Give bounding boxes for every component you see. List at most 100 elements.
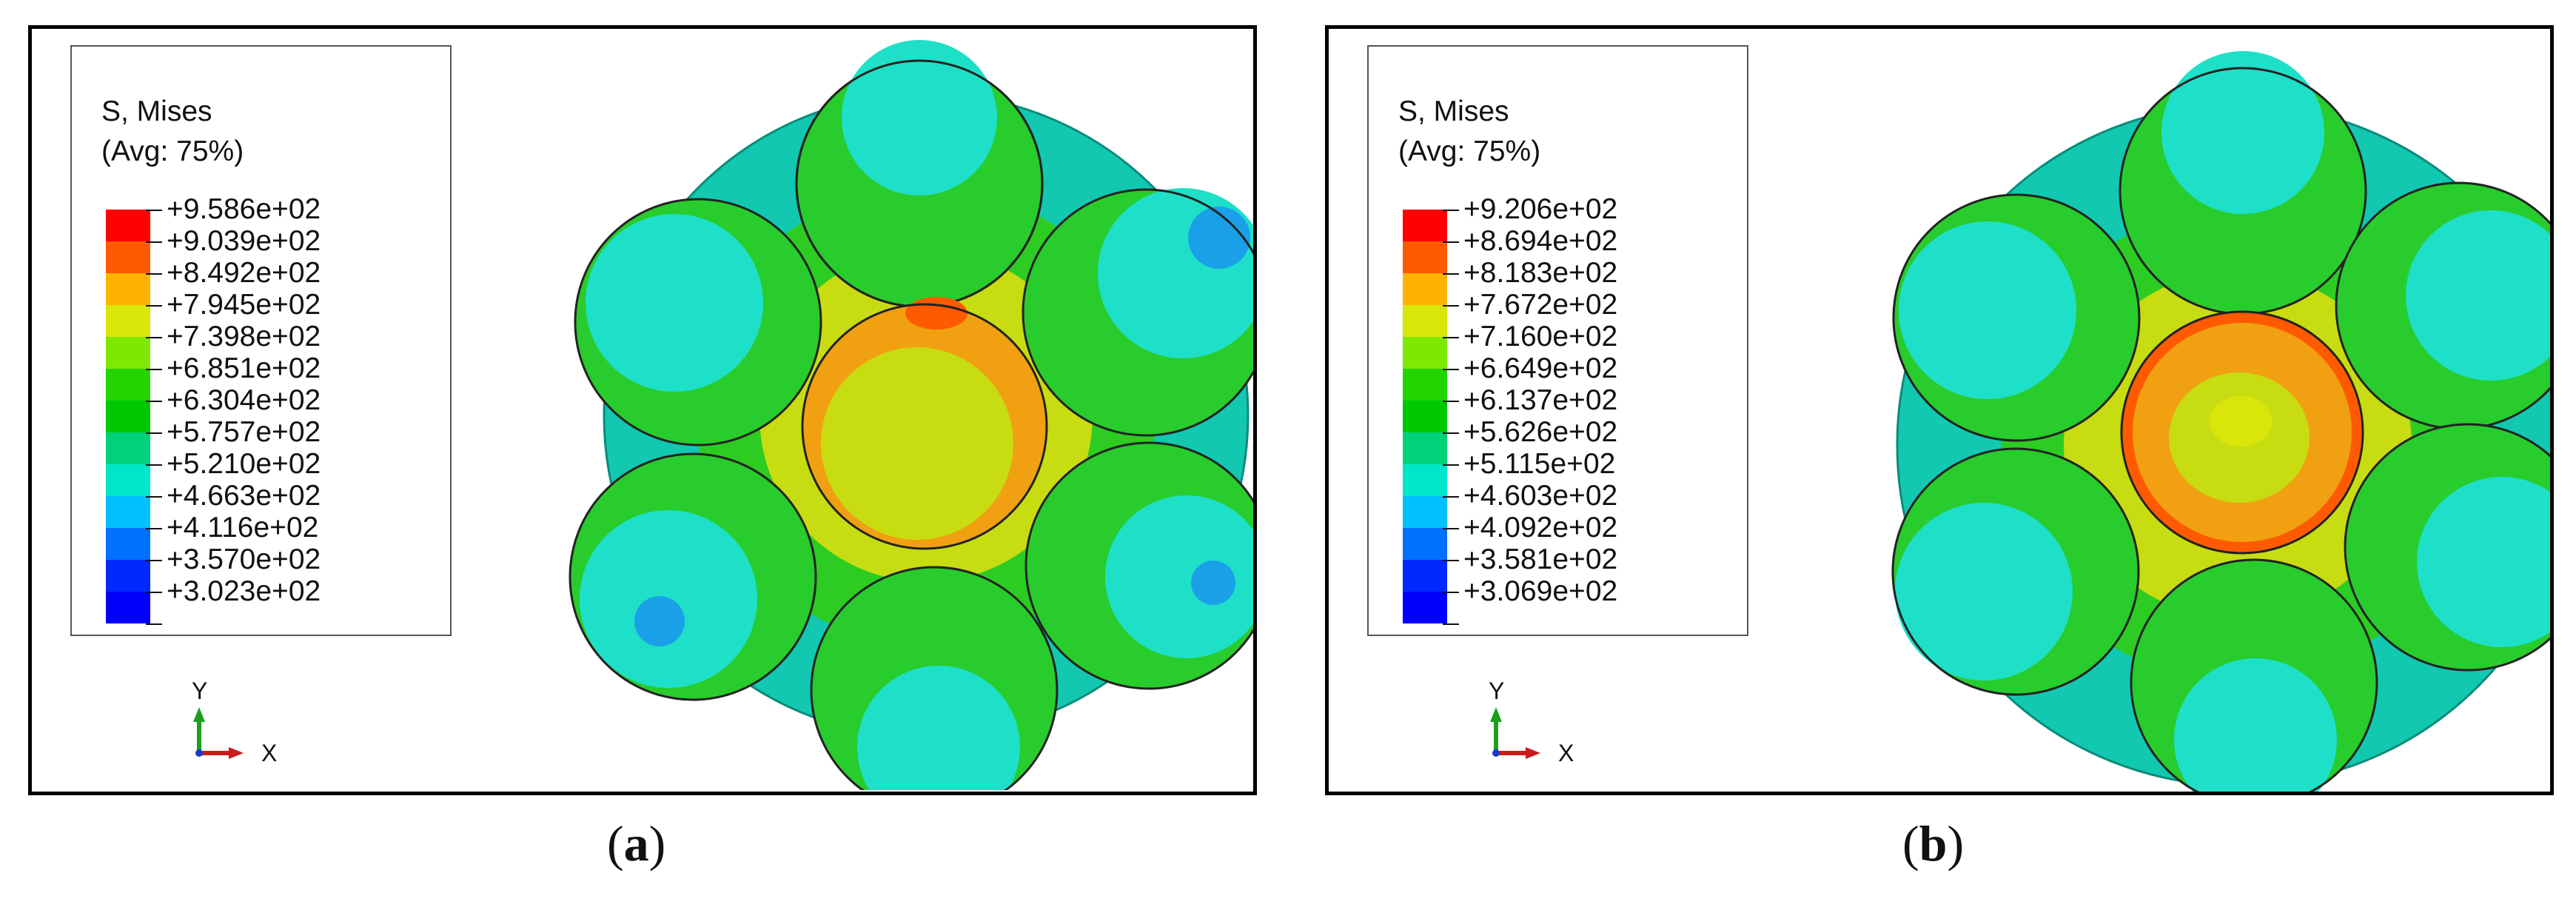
legend-color-band: [1403, 337, 1447, 369]
legend-color-band: [1403, 273, 1447, 305]
core-wire: [2120, 310, 2364, 555]
legend-color-band: [1403, 528, 1447, 560]
legend-tick: [146, 273, 162, 275]
legend-color-band: [106, 337, 150, 369]
legend-tick: [146, 337, 162, 338]
legend-color-band: [1403, 210, 1447, 241]
wire-upper-right: [1022, 188, 1253, 437]
mises-legend: S, Mises (Avg: 75%) +9.206e+02 +8.694e+0…: [1367, 45, 1748, 636]
legend-value: +5.757e+02: [167, 416, 321, 448]
legend-tick: [1443, 432, 1459, 434]
legend-value: +7.672e+02: [1463, 289, 1618, 321]
legend-tick: [146, 369, 162, 370]
wire-upper-right: [2335, 181, 2550, 430]
legend-value: +7.398e+02: [167, 321, 321, 352]
legend-value: +4.663e+02: [167, 480, 321, 512]
legend-tick: [1443, 273, 1459, 275]
legend-color-band: [106, 305, 150, 337]
wire-upper-left: [1892, 193, 2141, 442]
legend-value: +7.945e+02: [167, 289, 321, 321]
legend-value: +9.206e+02: [1463, 193, 1618, 225]
legend-tick: [146, 241, 162, 243]
legend-value: +5.115e+02: [1463, 448, 1616, 480]
wire-bottom: [2130, 558, 2378, 792]
legend-tick: [1443, 337, 1459, 338]
legend-color-band: [1403, 592, 1447, 623]
caption-a: (a): [607, 815, 666, 872]
legend-title: S, Mises: [101, 96, 212, 127]
legend-color-bar: [106, 210, 150, 623]
wire-lower-left: [568, 452, 817, 701]
wire-lower-right: [1024, 441, 1253, 690]
legend-tick: [1443, 464, 1459, 466]
legend-value: +6.851e+02: [167, 352, 321, 384]
legend-tick: [146, 432, 162, 434]
strand-cross-section: [1891, 51, 2550, 792]
wire-bottom: [810, 566, 1059, 792]
legend-value: +8.694e+02: [1463, 225, 1618, 257]
legend-tick: [146, 623, 162, 625]
legend-tick: [1443, 305, 1459, 307]
figure-panel-a: S, Mises (Avg: 75%) +9.586e+02 +9.039e+0…: [28, 25, 1257, 795]
wire-top: [795, 40, 1044, 308]
legend-value: +4.603e+02: [1463, 480, 1618, 512]
axis-x-label: X: [261, 740, 278, 766]
strand-cross-section: [32, 40, 1253, 792]
wire-lower-right: [2344, 423, 2550, 672]
legend-tick: [146, 305, 162, 307]
legend-value: +5.626e+02: [1463, 416, 1618, 448]
legend-color-band: [106, 432, 150, 464]
core-wire: [801, 297, 1048, 550]
legend-color-band: [1403, 369, 1447, 401]
coordinate-triad: Y X: [1447, 666, 1574, 769]
mises-legend: S, Mises (Avg: 75%) +9.586e+02 +9.039e+0…: [70, 45, 452, 636]
legend-tick: [1443, 241, 1459, 243]
legend-value: +4.092e+02: [1463, 512, 1618, 544]
legend-value: +3.023e+02: [167, 575, 321, 607]
legend-value: +3.581e+02: [1463, 544, 1618, 575]
legend-tick: [1443, 496, 1459, 498]
legend-value: +4.116e+02: [167, 512, 319, 544]
legend-tick: [146, 560, 162, 561]
legend-tick: [1443, 210, 1459, 211]
legend-color-bar: [1403, 210, 1447, 623]
legend-value: +8.183e+02: [1463, 257, 1618, 289]
legend-tick: [146, 528, 162, 529]
axis-triad-icon: [1490, 707, 1540, 759]
caption-b: (b): [1902, 815, 1965, 872]
legend-color-band: [106, 592, 150, 623]
legend-color-band: [106, 210, 150, 241]
legend-color-band: [1403, 241, 1447, 273]
legend-value: +9.586e+02: [167, 193, 321, 225]
legend-tick: [1443, 401, 1459, 402]
legend-value: +7.160e+02: [1463, 321, 1618, 352]
figure-panel-b: S, Mises (Avg: 75%) +9.206e+02 +8.694e+0…: [1325, 25, 2554, 795]
legend-color-band: [106, 560, 150, 592]
legend-color-band: [1403, 560, 1447, 592]
legend-tick: [1443, 369, 1459, 370]
legend-value: +6.649e+02: [1463, 352, 1618, 384]
legend-color-band: [106, 369, 150, 401]
legend-color-band: [106, 401, 150, 432]
legend-color-band: [106, 464, 150, 496]
coordinate-triad: Y X: [150, 666, 277, 769]
legend-tick: [146, 210, 162, 211]
legend-tick: [146, 464, 162, 466]
legend-value: +3.069e+02: [1463, 575, 1618, 607]
legend-title: S, Mises: [1398, 96, 1509, 127]
legend-tick: [1443, 560, 1459, 561]
legend-color-band: [1403, 464, 1447, 496]
legend-value: +3.570e+02: [167, 544, 321, 575]
legend-color-band: [106, 528, 150, 560]
axis-triad-icon: [193, 707, 244, 759]
legend-value: +9.039e+02: [167, 225, 321, 257]
legend-value: +6.304e+02: [167, 384, 321, 416]
legend-tick: [146, 401, 162, 402]
legend-value: +5.210e+02: [167, 448, 321, 480]
legend-tick: [1443, 623, 1459, 625]
legend-subtitle: (Avg: 75%): [101, 136, 244, 167]
legend-color-band: [1403, 401, 1447, 432]
legend-tick: [146, 592, 162, 593]
axis-y-label: Y: [192, 678, 208, 704]
legend-color-band: [106, 496, 150, 528]
